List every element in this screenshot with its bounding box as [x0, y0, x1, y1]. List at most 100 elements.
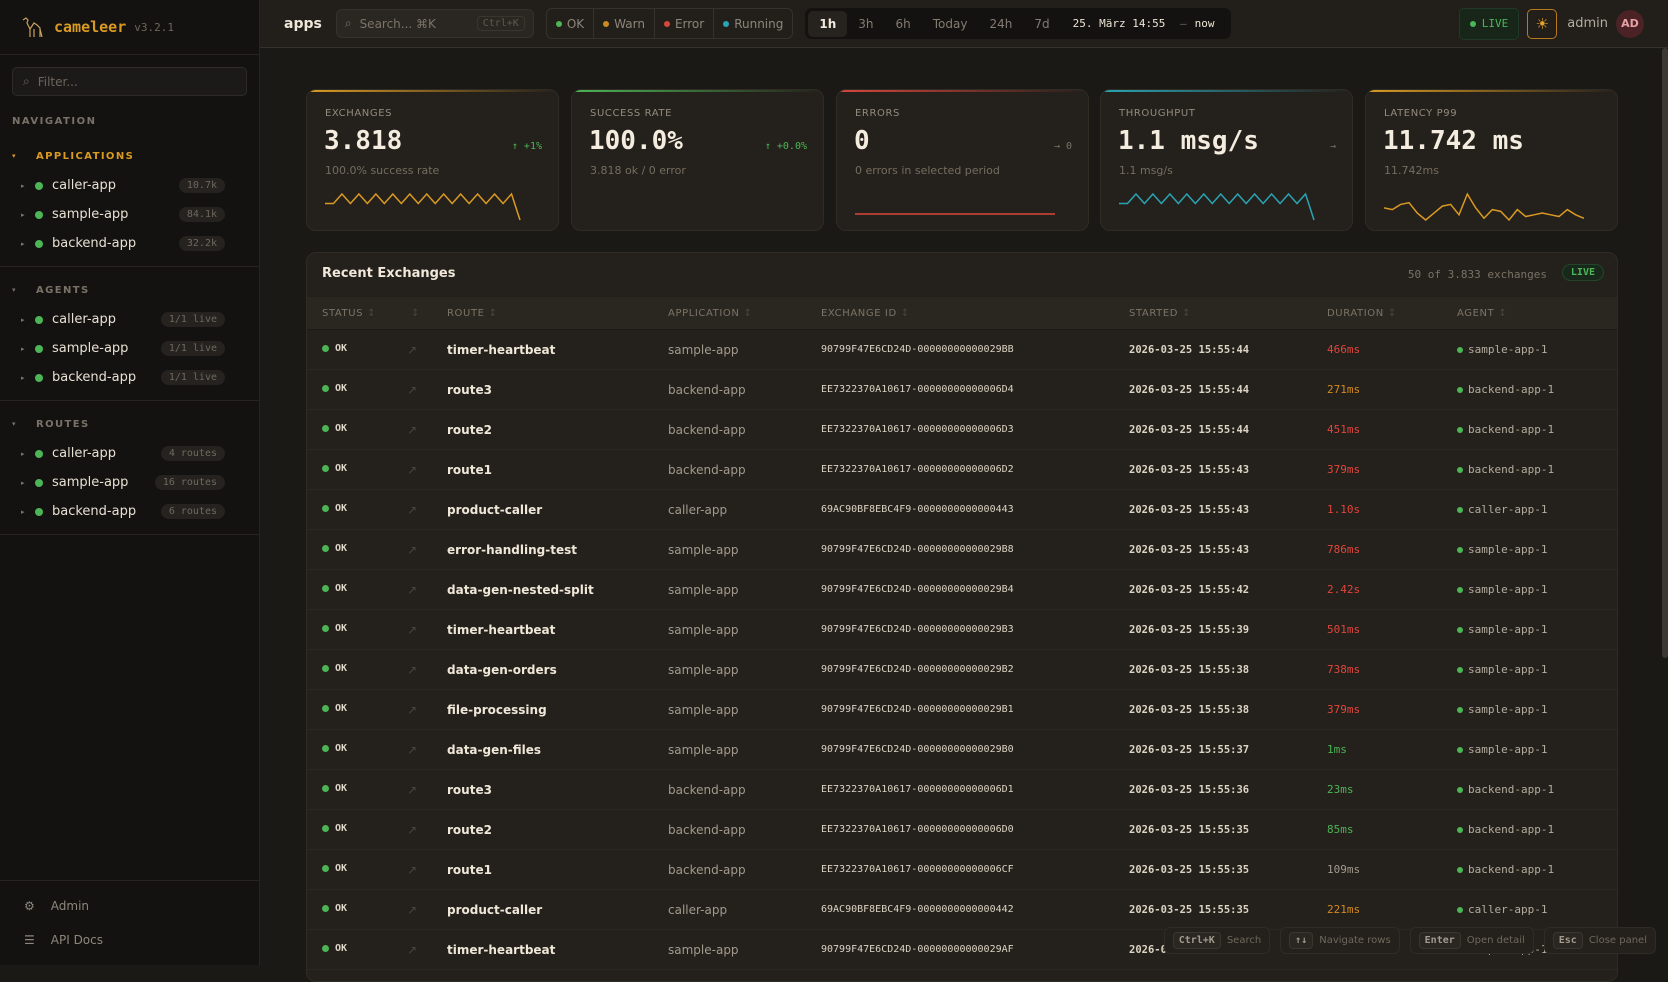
open-link-icon[interactable]: ↗ [407, 863, 418, 877]
status-filter-group: OK Warn Error Running [545, 8, 794, 39]
open-link-icon[interactable]: ↗ [407, 623, 418, 637]
live-toggle[interactable]: LIVE [1458, 7, 1520, 40]
time-range-today[interactable]: Today [932, 16, 968, 31]
table-row[interactable]: OK ↗ file-processing sample-app 90799F47E6CD… [307, 690, 1617, 730]
search-input[interactable]: ⌕ Search... ⌘K Ctrl+K [335, 9, 534, 38]
time-range-6h[interactable]: 6h [895, 16, 911, 31]
table-row[interactable]: OK ↗ timer-heartbeat sample-app 90799F47E6CD… [307, 610, 1617, 650]
sidebar-item-caller-app[interactable]: ▸ caller-app 10.7k [0, 171, 259, 200]
status-filter-error[interactable]: Error [655, 9, 715, 38]
time-range-display[interactable]: 25. März 14:55 – now [1073, 17, 1215, 30]
agent-label: backend-app-1 [1468, 383, 1555, 396]
sidebar-api-docs-link[interactable]: ☰ API Docs [0, 923, 260, 957]
open-link-icon[interactable]: ↗ [407, 503, 418, 517]
kpi-card-exchanges[interactable]: EXCHANGES 3.818 ↑ +1% 100.0% success rate [306, 89, 559, 231]
column-header-duration[interactable]: DURATION ↕ [1327, 308, 1397, 319]
status-filter-running[interactable]: Running [714, 9, 792, 38]
user-name[interactable]: admin [1567, 16, 1608, 31]
open-link-icon[interactable]: ↗ [407, 663, 418, 677]
column-header-route[interactable]: ROUTE ↕ [447, 308, 498, 319]
kpi-card-latency-p99[interactable]: LATENCY P99 11.742 ms 11.742ms [1365, 89, 1618, 231]
kpi-sparkline [1119, 192, 1315, 221]
table-row[interactable]: OK ↗ route1 backend-app EE7322370A10617-0000… [307, 850, 1617, 890]
open-link-icon[interactable]: ↗ [407, 343, 418, 357]
breadcrumb[interactable]: apps [284, 15, 322, 32]
sidebar-footer: ⚙ Admin ☰ API Docs [0, 880, 260, 965]
kpi-card-throughput[interactable]: THROUGHPUT 1.1 msg/s → 1.1 msg/s [1100, 89, 1353, 231]
open-link-icon[interactable]: ↗ [407, 783, 418, 797]
sidebar-item-caller-app[interactable]: ▸ caller-app 4 routes [0, 439, 259, 468]
time-range-selector: 1h 3h 6h Today 24h 7d 25. März 14:55 – now [805, 8, 1232, 39]
open-link-icon[interactable]: ↗ [407, 383, 418, 397]
exchange-id-cell: EE7322370A10617-00000000000006D0 [821, 824, 1014, 835]
table-row[interactable]: OK ↗ timer-heartbeat sample-app 90799F47E6CD… [307, 330, 1617, 370]
open-link-icon[interactable]: ↗ [407, 743, 418, 757]
column-header-exchange-id[interactable]: EXCHANGE ID ↕ [821, 308, 910, 319]
agent-label: sample-app-1 [1468, 543, 1548, 556]
sidebar-item-backend-app[interactable]: ▸ backend-app 32.2k [0, 229, 259, 258]
table-row[interactable]: OK ↗ data-gen-nested-split sample-app 90799F… [307, 570, 1617, 610]
open-link-icon[interactable]: ↗ [407, 463, 418, 477]
column-header-agent[interactable]: AGENT ↕ [1457, 308, 1507, 319]
exchange-id-cell: 90799F47E6CD24D-00000000000029B2 [821, 664, 1014, 675]
open-link-icon[interactable]: ↗ [407, 943, 418, 957]
theme-toggle-sun-icon[interactable]: ☀ [1527, 8, 1558, 39]
sidebar-section-applications: ▾ APPLICATIONS ▸ caller-app 10.7k ▸ sample-app… [0, 141, 259, 267]
section-header-routes[interactable]: ▾ ROUTES [0, 409, 259, 439]
section-header-applications[interactable]: ▾ APPLICATIONS [0, 141, 259, 171]
route-cell: route2 [447, 423, 492, 437]
started-cell: 2026-03-25 15:55:44 [1129, 424, 1250, 436]
card-accent-bar [572, 90, 823, 92]
status-label: OK [335, 863, 348, 874]
open-link-icon[interactable]: ↗ [407, 903, 418, 917]
open-link-icon[interactable]: ↗ [407, 823, 418, 837]
kpi-card-success-rate[interactable]: SUCCESS RATE 100.0% ↑ +0.0% 3.818 ok / 0 er… [571, 89, 824, 231]
column-header-application[interactable]: APPLICATION ↕ [668, 308, 752, 319]
column-header-status[interactable]: STATUS ↕ [322, 308, 376, 319]
section-header-agents[interactable]: ▾ AGENTS [0, 275, 259, 305]
kpi-card-errors[interactable]: ERRORS 0 → 0 0 errors in selected period [836, 89, 1089, 231]
sidebar-item-sample-app[interactable]: ▸ sample-app 1/1 live [0, 334, 259, 363]
time-range-24h[interactable]: 24h [989, 16, 1013, 31]
exchange-id-cell: EE7322370A10617-00000000000006D2 [821, 464, 1014, 475]
table-row[interactable]: OK ↗ route3 backend-app EE7322370A10617-0000… [307, 370, 1617, 410]
avatar[interactable]: AD [1616, 9, 1644, 38]
sidebar-item-sample-app[interactable]: ▸ sample-app 16 routes [0, 468, 259, 497]
status-filter-warn[interactable]: Warn [594, 9, 655, 38]
table-row[interactable]: OK ↗ error-handling-test sample-app 90799F47… [307, 530, 1617, 570]
column-header-started[interactable]: STARTED ↕ [1129, 308, 1191, 319]
status-filter-ok[interactable]: OK [547, 9, 595, 38]
column-header-link[interactable]: ↕ [407, 308, 420, 319]
open-link-icon[interactable]: ↗ [407, 543, 418, 557]
table-row[interactable]: OK ↗ product-caller caller-app 69AC90BF8EBC4… [307, 490, 1617, 530]
sidebar-item-backend-app[interactable]: ▸ backend-app 1/1 live [0, 363, 259, 392]
status-cell: OK [322, 423, 347, 434]
started-cell: 2026-03-25 15:55:38 [1129, 704, 1250, 716]
started-cell: 2026-03-25 15:55:36 [1129, 784, 1250, 796]
table-row[interactable]: OK ↗ route2 backend-app EE7322370A10617-0000… [307, 410, 1617, 450]
agent-cell: backend-app-1 [1457, 863, 1554, 876]
brand[interactable]: cameleer v3.2.1 [0, 0, 259, 55]
time-range-7d[interactable]: 7d [1034, 16, 1050, 31]
recent-exchanges-panel: Recent Exchanges 50 of 3.833 exchanges L… [306, 252, 1618, 982]
status-cell: OK [322, 943, 347, 954]
table-row[interactable]: OK ↗ data-gen-files sample-app 90799F47E6CD2… [307, 730, 1617, 770]
sidebar-admin-link[interactable]: ⚙ Admin [0, 889, 260, 923]
table-row[interactable]: OK ↗ product-caller caller-app 69AC90BF8EBC4… [307, 890, 1617, 930]
status-dot-icon [322, 785, 329, 792]
open-link-icon[interactable]: ↗ [407, 703, 418, 717]
table-row[interactable]: OK ↗ route3 backend-app EE7322370A10617-0000… [307, 770, 1617, 810]
sidebar-filter-input[interactable]: ⌕ Filter... [12, 67, 247, 96]
time-range-1h[interactable]: 1h [808, 10, 848, 37]
time-range-3h[interactable]: 3h [858, 16, 874, 31]
table-row[interactable]: OK ↗ route1 backend-app EE7322370A10617-0000… [307, 450, 1617, 490]
sidebar-item-caller-app[interactable]: ▸ caller-app 1/1 live [0, 305, 259, 334]
open-link-icon[interactable]: ↗ [407, 583, 418, 597]
table-row[interactable]: OK ↗ data-gen-orders sample-app 90799F47E6CD… [307, 650, 1617, 690]
sidebar-item-backend-app[interactable]: ▸ backend-app 6 routes [0, 497, 259, 526]
agent-cell: sample-app-1 [1457, 583, 1547, 596]
scrollbar[interactable] [1662, 48, 1668, 658]
table-row[interactable]: OK ↗ route2 backend-app EE7322370A10617-0000… [307, 810, 1617, 850]
open-link-icon[interactable]: ↗ [407, 423, 418, 437]
sidebar-item-sample-app[interactable]: ▸ sample-app 84.1k [0, 200, 259, 229]
